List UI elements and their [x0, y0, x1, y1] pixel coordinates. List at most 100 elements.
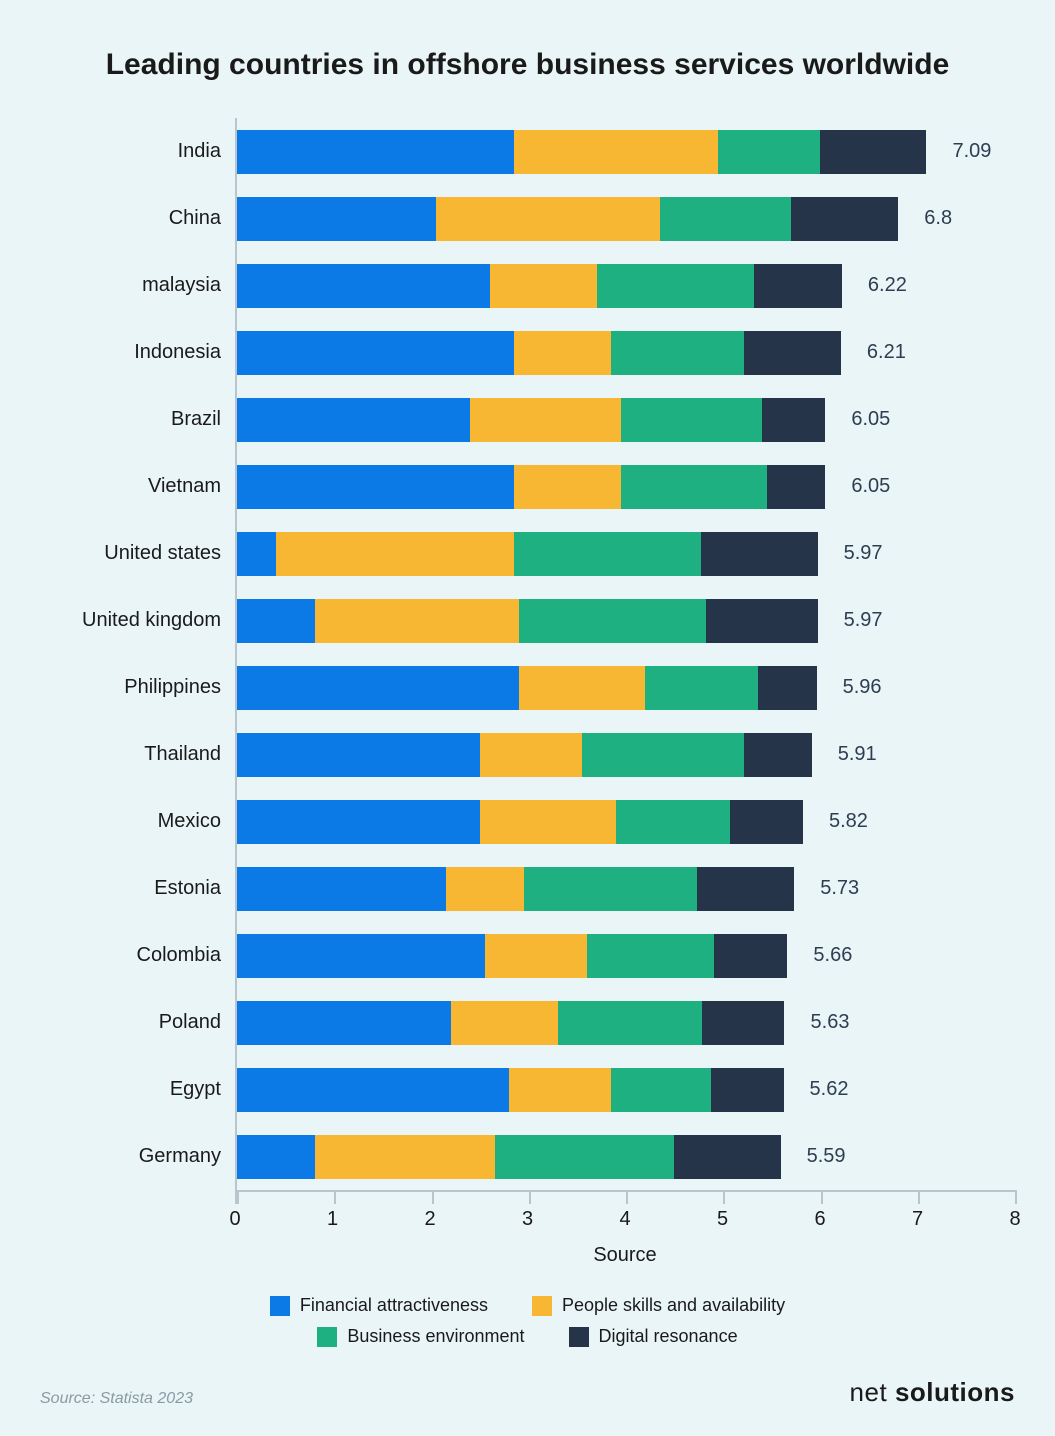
- stacked-bar: [237, 867, 1015, 911]
- stacked-bar: [237, 800, 1015, 844]
- stacked-bar: [237, 1001, 1015, 1045]
- bar-segment-people: [480, 800, 616, 844]
- bar-segment-people: [470, 398, 621, 442]
- bar-segment-people: [276, 532, 514, 576]
- bar-row: Poland5.63: [40, 989, 1015, 1056]
- legend-swatch: [270, 1296, 290, 1316]
- y-axis-label: Brazil: [40, 386, 235, 453]
- x-tick: [334, 1190, 336, 1204]
- bar-row: Thailand 5.91: [40, 721, 1015, 788]
- bar-segment-digital: [701, 532, 818, 576]
- bar-segment-business: [718, 130, 820, 174]
- bar-segment-digital: [744, 331, 841, 375]
- bar-row: Germany5.59: [40, 1123, 1015, 1190]
- bar-total-label: 5.96: [829, 676, 882, 699]
- bar-segment-digital: [744, 733, 812, 777]
- x-tick: [626, 1190, 628, 1204]
- bar-row: malaysia6.22: [40, 252, 1015, 319]
- stacked-bar: [237, 197, 1015, 241]
- bar-segment-people: [436, 197, 660, 241]
- bar-row: Vietnam6.05: [40, 453, 1015, 520]
- bar-segment-business: [660, 197, 791, 241]
- bar-segment-digital: [767, 465, 825, 509]
- y-axis-label: Estonia: [40, 855, 235, 922]
- legend-swatch: [317, 1327, 337, 1347]
- bar-total-label: 7.09: [939, 140, 992, 163]
- bar-row: Egypt5.62: [40, 1056, 1015, 1123]
- x-tick: [723, 1190, 725, 1204]
- bar-segment-digital: [762, 398, 825, 442]
- stacked-bar: [237, 733, 1015, 777]
- bar-segment-business: [611, 331, 743, 375]
- bar-total-label: 6.21: [853, 341, 906, 364]
- y-axis-label: India: [40, 118, 235, 185]
- bar-segment-business: [524, 867, 697, 911]
- bar-segment-business: [597, 264, 755, 308]
- bar-segment-financial: [237, 1001, 451, 1045]
- bar-total-label: 5.91: [824, 743, 877, 766]
- bar-segment-financial: [237, 1068, 509, 1112]
- bar-total-label: 6.05: [837, 408, 890, 431]
- legend-label: People skills and availability: [562, 1295, 785, 1316]
- y-axis-label: Mexico: [40, 788, 235, 855]
- stacked-bar: [237, 666, 1015, 710]
- x-tick-label: 7: [912, 1208, 923, 1231]
- bar-row: United states5.97: [40, 520, 1015, 587]
- legend-item-people: People skills and availability: [532, 1295, 785, 1316]
- bar-segment-digital: [702, 1001, 785, 1045]
- x-tick-label: 1: [327, 1208, 338, 1231]
- bar-segment-digital: [697, 867, 794, 911]
- bar-segment-financial: [237, 867, 446, 911]
- bar-segment-digital: [706, 599, 818, 643]
- x-tick: [1015, 1190, 1017, 1204]
- y-axis-label: Germany: [40, 1123, 235, 1190]
- bar-segment-business: [616, 800, 730, 844]
- bar-segment-financial: [237, 1135, 315, 1179]
- bar-segment-digital: [674, 1135, 781, 1179]
- x-tick: [918, 1190, 920, 1204]
- y-axis-label: Thailand: [40, 721, 235, 788]
- bar-segment-digital: [791, 197, 898, 241]
- y-axis-label: United states: [40, 520, 235, 587]
- bar-total-label: 6.22: [854, 274, 907, 297]
- stacked-bar: [237, 934, 1015, 978]
- bar-row: India 7.09: [40, 118, 1015, 185]
- bar-segment-business: [495, 1135, 674, 1179]
- legend-item-business: Business environment: [317, 1326, 524, 1347]
- x-axis: [40, 1190, 1015, 1204]
- bar-segment-people: [519, 666, 645, 710]
- bar-segment-people: [451, 1001, 558, 1045]
- stacked-bar: [237, 465, 1015, 509]
- y-axis-label: China: [40, 185, 235, 252]
- legend-label: Digital resonance: [599, 1326, 738, 1347]
- bar-segment-business: [621, 398, 762, 442]
- x-axis-label: Source: [235, 1244, 1015, 1267]
- bar-total-label: 5.82: [815, 810, 868, 833]
- bar-segment-digital: [714, 934, 787, 978]
- x-tick: [529, 1190, 531, 1204]
- x-tick-label: 5: [717, 1208, 728, 1231]
- bar-total-label: 5.66: [799, 944, 852, 967]
- footer: Source: Statista 2023 net solutions: [40, 1377, 1015, 1408]
- y-axis-label: United kingdom: [40, 587, 235, 654]
- x-tick: [821, 1190, 823, 1204]
- bar-segment-financial: [237, 599, 315, 643]
- bar-segment-people: [485, 934, 587, 978]
- bar-row: United kingdom5.97: [40, 587, 1015, 654]
- legend-swatch: [569, 1327, 589, 1347]
- bar-segment-financial: [237, 197, 436, 241]
- stacked-bar: [237, 1068, 1015, 1112]
- bar-segment-people: [315, 599, 519, 643]
- bar-segment-business: [587, 934, 714, 978]
- bar-segment-people: [315, 1135, 495, 1179]
- bar-row: Mexico 5.82: [40, 788, 1015, 855]
- bar-segment-financial: [237, 934, 485, 978]
- x-tick-label: 3: [522, 1208, 533, 1231]
- bar-segment-business: [645, 666, 758, 710]
- legend: Financial attractivenessPeople skills an…: [208, 1295, 848, 1347]
- bar-segment-people: [514, 331, 611, 375]
- bar-segment-people: [514, 465, 621, 509]
- bar-segment-financial: [237, 398, 470, 442]
- bar-segment-people: [480, 733, 582, 777]
- bar-segment-digital: [754, 264, 842, 308]
